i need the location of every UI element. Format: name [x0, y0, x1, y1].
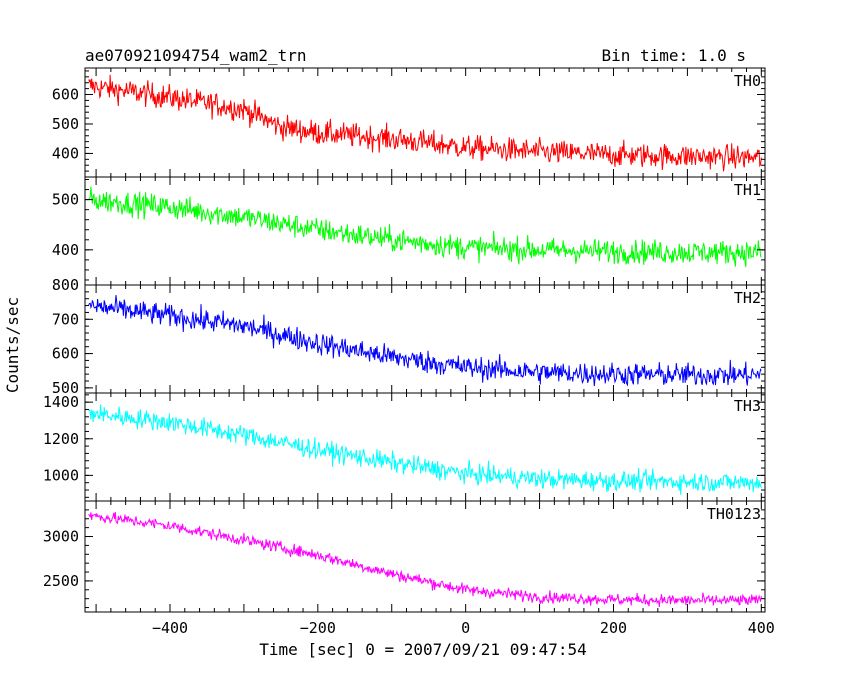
- panel-frame: [84, 500, 766, 613]
- x-axis-label: Time [sec] 0 = 2007/09/21 09:47:54: [259, 640, 587, 659]
- x-tick-label: −400: [152, 619, 188, 637]
- y-tick-label: 2500: [43, 572, 79, 590]
- y-tick-label: 500: [52, 379, 79, 397]
- series-line-th1: [88, 186, 762, 268]
- series-line-th0123: [88, 511, 762, 607]
- y-tick-label: 400: [52, 144, 79, 162]
- chart-title: ae070921094754_wam2_trn: [85, 46, 307, 65]
- panel-name-th3: TH3: [734, 397, 761, 415]
- y-tick-label: 1200: [43, 430, 79, 448]
- y-tick-label: 1000: [43, 466, 79, 484]
- y-tick-label: 3000: [43, 528, 79, 546]
- x-tick-label: 0: [461, 619, 470, 637]
- panel-name-th1: TH1: [734, 181, 761, 199]
- panel-frame: [84, 176, 766, 286]
- y-tick-label: 500: [52, 115, 79, 133]
- panel-th3: 1000 1200 1400 TH3: [43, 392, 766, 502]
- y-tick-label: 800: [52, 276, 79, 294]
- panel-th0: 400 500 600 TH0: [52, 67, 766, 178]
- series-line-th0: [88, 74, 762, 172]
- panel-name-th0123: TH0123: [707, 505, 761, 523]
- panel-name-th2: TH2: [734, 289, 761, 307]
- y-tick-label: 500: [52, 191, 79, 209]
- x-tick-label: 400: [748, 619, 775, 637]
- y-tick-label: 700: [52, 310, 79, 328]
- series-line-th3: [88, 404, 762, 495]
- panel-th2: 500 600 700 800 TH2: [52, 276, 766, 397]
- y-tick-label: 400: [52, 241, 79, 259]
- panel-th1: 400 500 TH1: [52, 176, 766, 286]
- y-axis-label: Counts/sec: [3, 297, 22, 393]
- panel-name-th0: TH0: [734, 72, 761, 90]
- x-tick-label: −200: [300, 619, 336, 637]
- panels-group: 400 500 600 TH0 400 500 TH1 500 600 700 800 TH2 1000…: [43, 67, 775, 637]
- series-line-th2: [88, 294, 762, 387]
- y-tick-label: 1400: [43, 393, 79, 411]
- x-tick-label: 200: [600, 619, 627, 637]
- bin-time-label: Bin time: 1.0 s: [602, 46, 747, 65]
- y-tick-label: 600: [52, 86, 79, 104]
- panel-th0123: 2500 3000 TH0123: [43, 500, 766, 613]
- y-tick-label: 600: [52, 345, 79, 363]
